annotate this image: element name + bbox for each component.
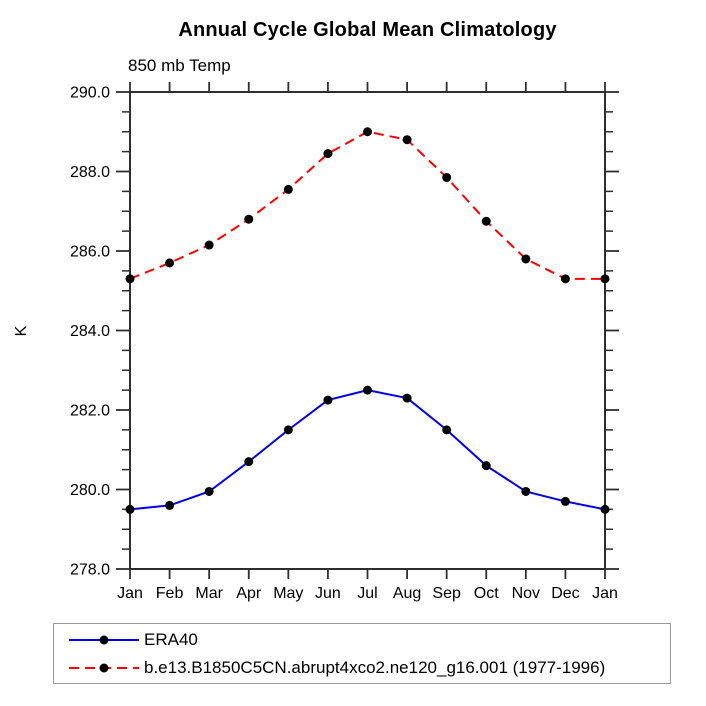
x-axis-ticks	[129, 82, 606, 579]
svg-text:290.0: 290.0	[70, 85, 110, 102]
svg-text:Oct: Oct	[474, 585, 499, 602]
svg-text:Aug: Aug	[393, 585, 421, 602]
svg-text:May: May	[273, 585, 303, 602]
svg-text:278.0: 278.0	[70, 562, 110, 579]
series-line-1	[129, 130, 605, 280]
axes-frame	[129, 91, 606, 570]
svg-text:282.0: 282.0	[70, 403, 110, 420]
y-axis-ticks	[116, 91, 619, 570]
svg-text:Apr: Apr	[236, 585, 262, 602]
svg-text:286.0: 286.0	[70, 244, 110, 261]
svg-text:Mar: Mar	[195, 585, 223, 602]
y-axis-minor-ticks	[122, 111, 613, 550]
svg-text:Jan: Jan	[592, 585, 618, 602]
legend-item-era40: ERA40	[67, 626, 670, 654]
svg-text:Sep: Sep	[432, 585, 461, 602]
svg-text:Jun: Jun	[315, 585, 341, 602]
series-markers-1	[125, 127, 610, 284]
svg-text:Dec: Dec	[551, 585, 579, 602]
svg-text:280.0: 280.0	[70, 482, 110, 499]
svg-text:288.0: 288.0	[70, 164, 110, 181]
svg-text:284.0: 284.0	[70, 323, 110, 340]
series-line-0	[129, 389, 606, 511]
legend-label-model: b.e13.B1850C5CN.abrupt4xco2.ne120_g16.00…	[144, 657, 606, 677]
svg-text:Nov: Nov	[512, 585, 540, 602]
legend-label-era40: ERA40	[144, 629, 198, 649]
legend-item-model: b.e13.B1850C5CN.abrupt4xco2.ne120_g16.00…	[67, 654, 670, 682]
svg-text:Jan: Jan	[117, 585, 143, 602]
y-axis-tick-labels: 278.0 280.0 282.0 284.0 286.0 288.0 290.0	[70, 85, 110, 579]
era40-line-sample-icon	[69, 635, 139, 644]
legend: ERA40 b.e13.B1850C5CN.abrupt4xco2.ne120_…	[53, 623, 671, 684]
svg-text:Feb: Feb	[156, 585, 184, 602]
series-markers-0	[125, 385, 610, 514]
model-line-sample-icon	[69, 663, 139, 672]
chart-subtitle: 850 mb Temp	[128, 56, 231, 75]
svg-text:Jul: Jul	[357, 585, 377, 602]
x-axis-tick-labels: Jan Feb Mar Apr May Jun Jul Aug Sep Oct Nov Dec Jan	[117, 585, 618, 602]
chart-title: Annual Cycle Global Mean Climatology	[178, 19, 557, 41]
